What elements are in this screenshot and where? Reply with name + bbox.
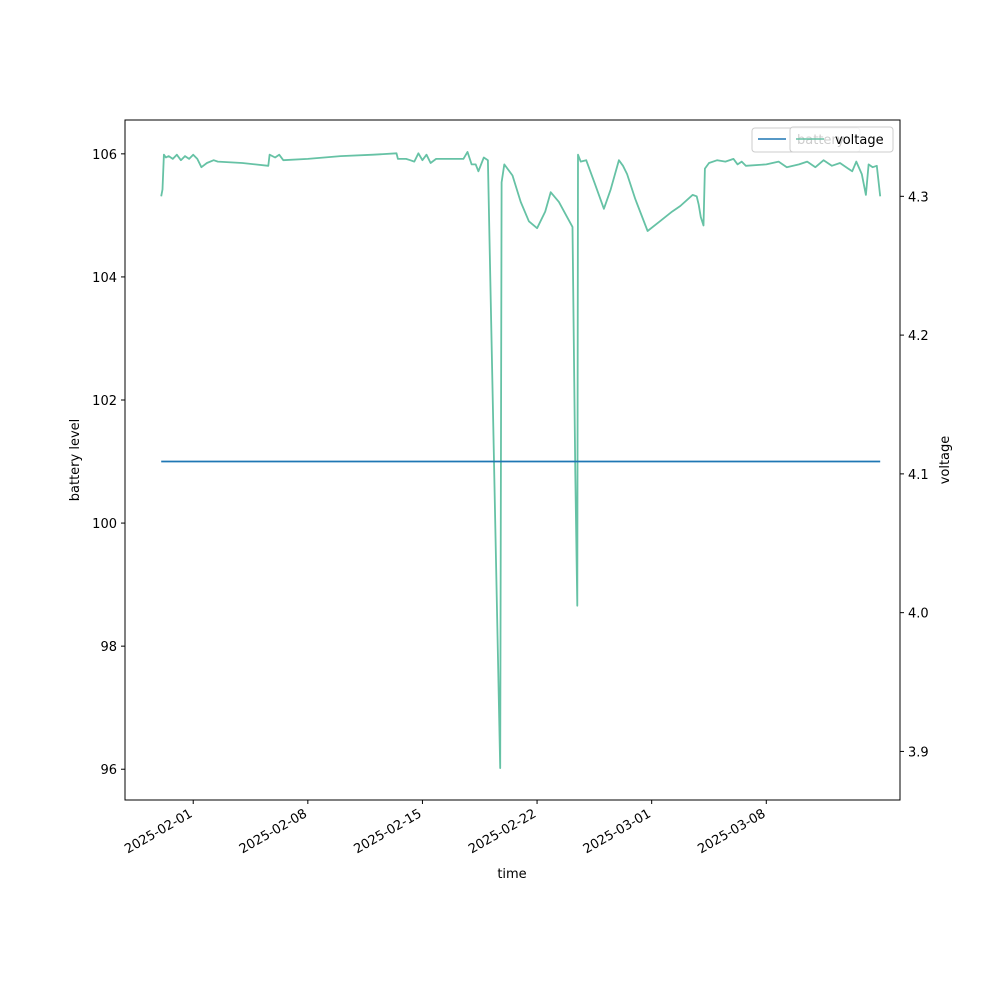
x-axis-label: time: [497, 867, 526, 882]
plot-frame: [124, 119, 901, 801]
y-right-tick-label: 4.2: [908, 329, 929, 344]
y-right-tick-label: 4.0: [908, 607, 929, 622]
y-left-axis-ticks: 96 98 100 102 104 106: [92, 148, 125, 778]
y-left-tick-label: 96: [100, 763, 117, 778]
y-left-tick-label: 100: [92, 517, 117, 532]
legend-right: voltage: [789, 126, 894, 153]
legend-right-box: [789, 126, 894, 153]
y-left-tick-label: 102: [92, 394, 117, 409]
y-right-tick-label: 4.3: [908, 190, 929, 205]
y-right-tick-label: 4.1: [908, 468, 929, 483]
series-lines: [160, 150, 882, 769]
series-line-voltage: [160, 150, 882, 769]
y-right-axis-label: voltage: [938, 436, 953, 485]
y-left-tick-label: 106: [92, 148, 117, 163]
y-right-axis-ticks: 3.9 4.0 4.1 4.2 4.3: [900, 190, 929, 760]
y-left-tick-label: 104: [92, 271, 117, 286]
y-left-axis-label: battery level: [68, 419, 83, 502]
y-left-tick-label: 98: [100, 640, 117, 655]
y-right-tick-label: 3.9: [908, 745, 929, 760]
legend-voltage-label: voltage: [835, 133, 884, 148]
